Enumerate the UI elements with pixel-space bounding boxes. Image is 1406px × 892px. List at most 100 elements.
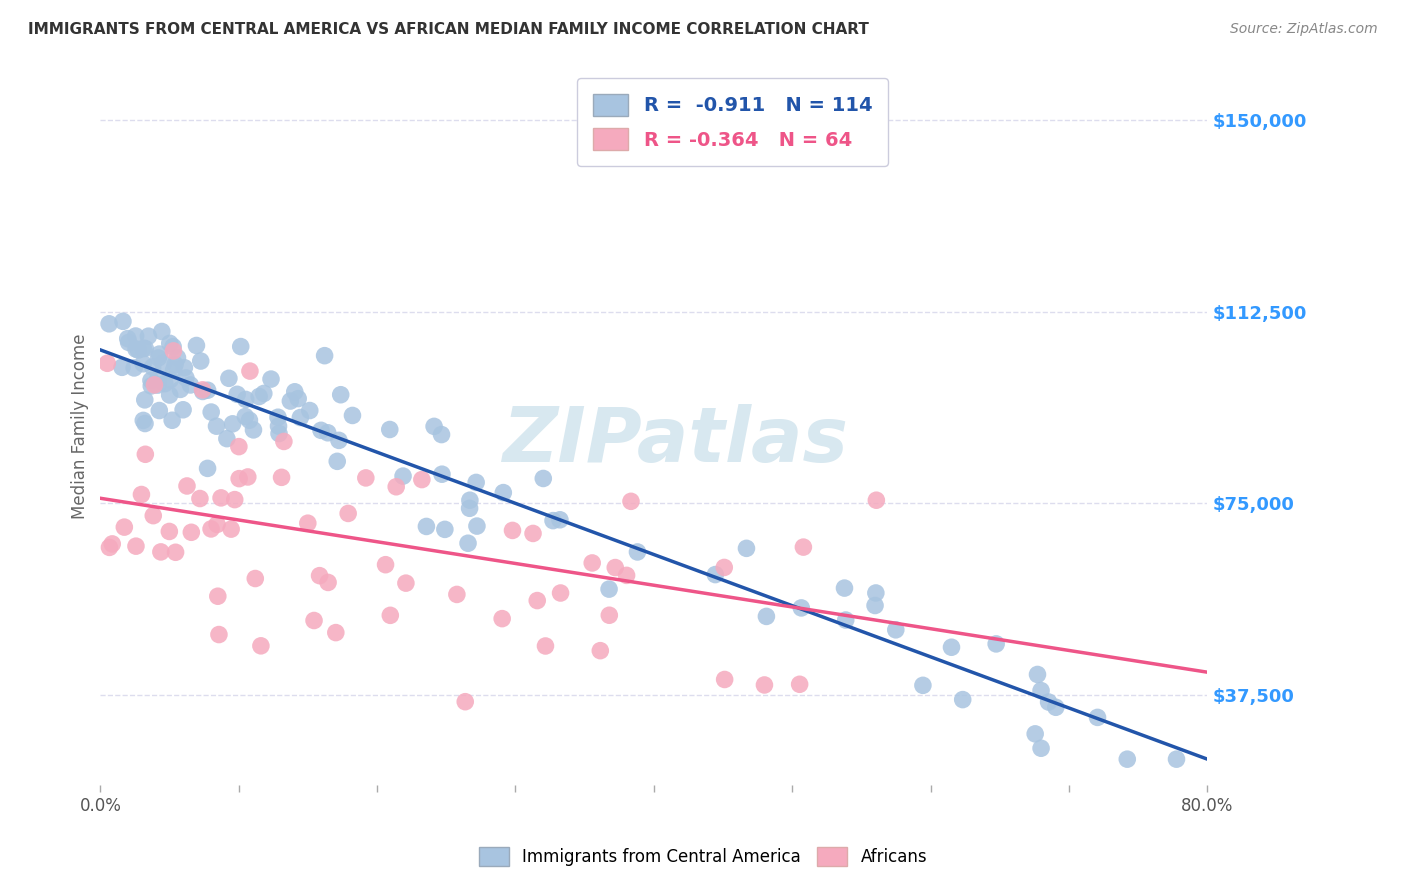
Point [284, 384, 307, 399]
Point [250, 639, 273, 653]
Point [188, 491, 211, 506]
Point [208, 627, 231, 641]
Point [314, 349, 336, 363]
Point [200, 522, 222, 536]
Point [228, 472, 250, 486]
Point [385, 480, 408, 494]
Point [215, 432, 238, 446]
Point [127, 343, 149, 357]
Point [1024, 727, 1046, 741]
Point [117, 335, 139, 350]
Point [531, 471, 554, 485]
Point [117, 332, 139, 346]
Point [228, 440, 250, 454]
Point [374, 558, 396, 572]
Point [790, 601, 813, 615]
Point [458, 501, 481, 516]
Point [143, 377, 166, 392]
Point [125, 342, 148, 356]
Point [233, 409, 256, 424]
Point [205, 419, 228, 434]
Point [169, 383, 191, 397]
Point [138, 329, 160, 343]
Legend: R =  -0.911   N = 114, R = -0.364   N = 64: R = -0.911 N = 114, R = -0.364 N = 64 [578, 78, 887, 166]
Point [141, 379, 163, 393]
Point [142, 508, 165, 523]
Point [792, 540, 814, 554]
Point [754, 678, 776, 692]
Point [884, 623, 907, 637]
Point [287, 392, 309, 406]
Point [160, 413, 183, 427]
Point [219, 522, 242, 536]
Point [267, 426, 290, 441]
Point [197, 383, 219, 397]
Point [235, 392, 257, 407]
Text: ZIPatlas: ZIPatlas [503, 404, 849, 478]
Point [342, 409, 364, 423]
Text: IMMIGRANTS FROM CENTRAL AMERICA VS AFRICAN MEDIAN FAMILY INCOME CORRELATION CHAR: IMMIGRANTS FROM CENTRAL AMERICA VS AFRIC… [28, 22, 869, 37]
Point [218, 371, 240, 385]
Point [423, 419, 446, 434]
Point [433, 522, 456, 536]
Point [430, 427, 453, 442]
Point [1026, 667, 1049, 681]
Point [616, 568, 638, 582]
Point [122, 360, 145, 375]
Point [446, 587, 468, 601]
Point [132, 357, 155, 371]
Point [191, 384, 214, 399]
Point [326, 454, 349, 468]
Point [316, 575, 339, 590]
Point [392, 469, 415, 483]
Point [180, 525, 202, 540]
Point [550, 586, 572, 600]
Point [522, 526, 544, 541]
Point [267, 410, 290, 425]
Point [200, 405, 222, 419]
Point [1087, 710, 1109, 724]
Point [176, 479, 198, 493]
Point [224, 492, 246, 507]
Point [273, 434, 295, 449]
Point [134, 342, 156, 356]
Point [172, 402, 194, 417]
Point [308, 568, 330, 582]
Point [238, 413, 260, 427]
Point [242, 423, 264, 437]
Point [146, 378, 169, 392]
Point [125, 539, 148, 553]
Point [713, 673, 735, 687]
Point [150, 325, 173, 339]
Point [236, 470, 259, 484]
Point [1166, 752, 1188, 766]
Point [713, 560, 735, 574]
Point [146, 372, 169, 386]
Point [98, 541, 121, 555]
Point [159, 388, 181, 402]
Point [454, 695, 477, 709]
Point [541, 514, 564, 528]
Point [229, 340, 252, 354]
Point [111, 360, 134, 375]
Point [260, 372, 283, 386]
Point [354, 471, 377, 485]
Point [941, 640, 963, 655]
Point [755, 609, 778, 624]
Point [131, 487, 153, 501]
Point [148, 351, 170, 365]
Point [298, 403, 321, 417]
Point [162, 340, 184, 354]
Point [267, 419, 290, 434]
Point [309, 423, 332, 437]
Point [491, 612, 513, 626]
Point [221, 417, 243, 431]
Point [865, 493, 887, 508]
Point [395, 576, 418, 591]
Point [458, 493, 481, 508]
Point [134, 447, 156, 461]
Point [329, 388, 352, 402]
Point [328, 434, 350, 448]
Point [1038, 695, 1060, 709]
Point [205, 517, 228, 532]
